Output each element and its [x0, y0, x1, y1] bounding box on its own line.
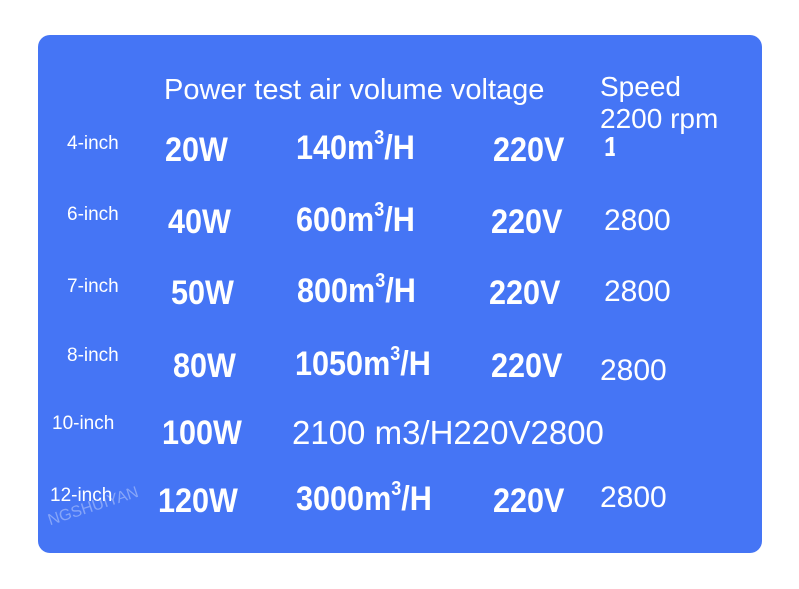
- size-label: 8-inch: [67, 345, 119, 366]
- speed-value: 2800: [600, 481, 667, 514]
- size-label: 12-inch: [50, 485, 113, 506]
- voltage-value: 220V: [493, 131, 565, 169]
- speed-label: Speed: [600, 71, 681, 102]
- column-header: Power test air volume voltage: [164, 74, 545, 106]
- speed-value: 1: [604, 131, 615, 163]
- power-value: 100W: [162, 414, 242, 452]
- size-label: 4-inch: [67, 133, 119, 154]
- speed-value: 2800: [604, 204, 671, 237]
- power-value: 120W: [158, 482, 238, 520]
- power-value: 50W: [171, 274, 234, 312]
- airflow-value: 1050m3/H: [295, 343, 431, 383]
- speed-value: 2800: [600, 354, 667, 387]
- airflow-value: 140m3/H: [296, 127, 415, 167]
- power-value: 80W: [173, 347, 236, 385]
- airflow-value: 600m3/H: [296, 199, 415, 239]
- airflow-value: 800m3/H: [297, 270, 416, 310]
- airflow-voltage-speed-value: 2100 m3/H220V2800: [292, 414, 604, 451]
- power-value: 40W: [168, 203, 231, 241]
- voltage-value: 220V: [489, 274, 561, 312]
- power-value: 20W: [165, 131, 228, 169]
- voltage-value: 220V: [491, 203, 563, 241]
- speed-header-value: 2200 rpm: [600, 103, 719, 134]
- spec-card: Power test air volume voltage Speed 2200…: [38, 35, 762, 553]
- airflow-value: 3000m3/H: [296, 478, 432, 518]
- speed-value: 2800: [604, 275, 671, 308]
- size-label: 7-inch: [67, 276, 119, 297]
- voltage-value: 220V: [491, 347, 563, 385]
- voltage-value: 220V: [493, 482, 565, 520]
- size-label: 6-inch: [67, 204, 119, 225]
- size-label: 10-inch: [52, 413, 115, 434]
